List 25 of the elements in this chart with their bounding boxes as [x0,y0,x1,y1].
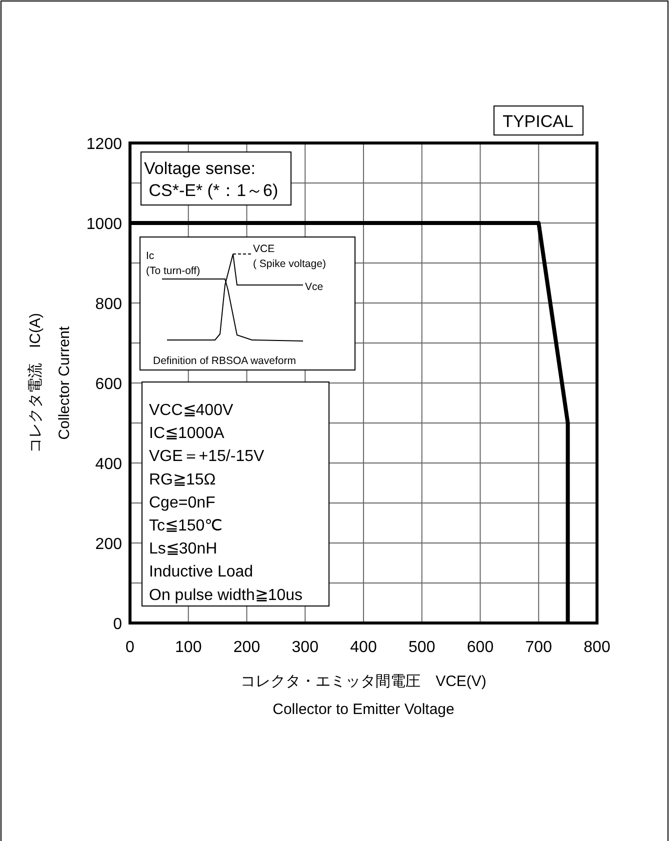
y-tick-label: 600 [95,376,122,393]
x-tick-label: 0 [126,639,135,656]
y-tick-label: 800 [95,296,122,313]
y-tick-label: 200 [95,536,122,553]
annotation: VCE ( Spike voltage) [253,243,326,270]
annotation: Vce [305,281,324,293]
y-tick-label: 400 [95,456,122,473]
text: VCC≦400V IC≦1000A VGE＝+15/-15V RG≧15Ω Cge=0nF Tc≦150℃ Ls≦30nH Inductive Load On pulse width≧10us [149,402,303,604]
y-tick-label: 1000 [86,216,122,233]
y-tick-label: 1200 [86,136,122,153]
x-tick-label: 400 [350,639,377,656]
text: TYPICAL [502,112,574,131]
y-tick-label: 0 [113,616,122,633]
y-axis-title: コレクタ電流 IC(A) Collector Current [27,313,73,453]
x-tick-label: 200 [233,639,260,656]
annotation: Voltage sense: CS*-E* (*：1～6) [144,159,278,200]
annotation: Ic (To turn-off) [146,250,200,277]
x-tick-label: 600 [466,639,494,656]
x-tick-label: 700 [525,639,552,656]
x-axis-title: コレクタ・エミッタ間電圧 VCE(V) Collector to Emitter Voltage [240,673,486,718]
x-tick-label: 500 [408,639,436,656]
annotation: Definition of RBSOA waveform [153,355,296,367]
x-tick-label: 100 [175,639,202,656]
x-tick-label: 800 [584,639,610,656]
x-tick-label: 300 [292,639,319,656]
